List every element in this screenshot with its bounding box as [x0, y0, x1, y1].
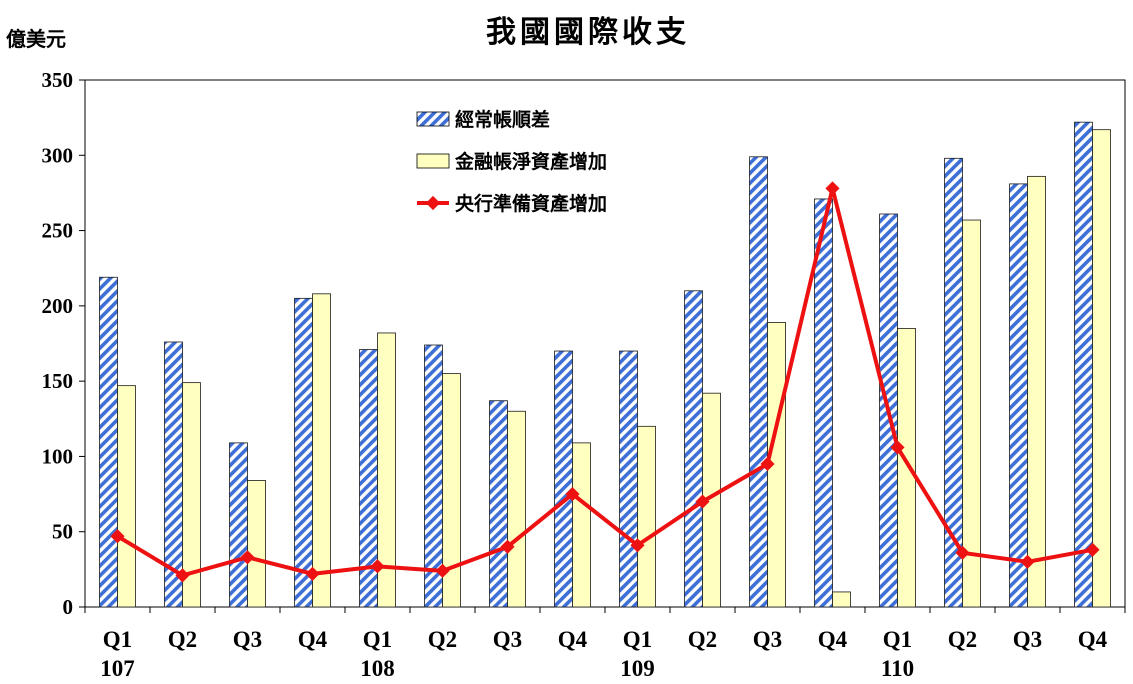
y-tick-label: 50 — [52, 520, 73, 544]
legend-label-current-account: 經常帳順差 — [455, 108, 550, 131]
x-category-label: Q1 — [103, 627, 132, 652]
line-reserves-point — [305, 566, 320, 581]
x-category-label: Q1 — [363, 627, 392, 652]
bar-current-account — [684, 290, 703, 608]
x-category-label: Q4 — [298, 627, 328, 652]
y-axis: 0 50 100 150 200 250 300 350 — [42, 68, 85, 619]
bar-financial-account — [442, 373, 461, 608]
bar-current-account — [554, 350, 573, 608]
bar-current-account — [489, 400, 508, 608]
bar-financial-account — [1027, 175, 1046, 608]
line-reserves-point — [435, 563, 450, 578]
line-reserves-point — [630, 538, 645, 553]
x-category-label: Q3 — [753, 627, 782, 652]
line-reserves-point — [370, 559, 385, 574]
x-category-label: Q3 — [493, 627, 522, 652]
bar-current-account — [749, 156, 768, 608]
x-axis: Q1 Q2 Q3 Q4 Q1 Q2 Q3 Q4 Q1 Q2 Q3 Q4 Q1 Q2 Q3 Q4 107 108 10… — [84, 607, 1126, 681]
legend-swatch-current-account — [416, 111, 450, 127]
line-reserves-point — [240, 550, 255, 565]
line-reserves-point — [500, 539, 515, 554]
line-reserves — [116, 186, 1093, 578]
bar-financial-account — [247, 480, 266, 608]
line-reserves-point — [1020, 554, 1035, 569]
line-reserves-point — [825, 181, 840, 196]
y-tick-label: 200 — [42, 294, 74, 318]
line-reserves-point — [890, 440, 905, 455]
chart-title: 我國國際收支 — [486, 15, 690, 50]
bar-financial-account — [832, 591, 851, 608]
bar-current-account — [619, 350, 638, 608]
line-reserves-point — [110, 529, 125, 544]
legend-marker-reserves — [425, 195, 441, 211]
x-category-label: Q4 — [558, 627, 588, 652]
line-reserves-point — [175, 568, 190, 583]
x-category-label: Q3 — [1013, 627, 1042, 652]
x-category-label: Q2 — [168, 627, 197, 652]
line-reserves-point — [565, 487, 580, 502]
legend: 經常帳順差 金融帳淨資產增加 央行準備資產增加 — [416, 108, 607, 215]
x-category-label: Q4 — [1078, 627, 1108, 652]
x-year-label: 110 — [881, 656, 914, 681]
legend-swatch-financial-account — [416, 153, 450, 169]
x-category-label: Q1 — [883, 627, 912, 652]
x-category-label: Q3 — [233, 627, 262, 652]
y-tick-label: 300 — [42, 143, 74, 167]
bar-financial-account — [377, 332, 396, 608]
legend-label-reserves: 央行準備資產增加 — [455, 192, 607, 215]
x-year-label: 107 — [100, 656, 135, 681]
x-category-label: Q4 — [818, 627, 848, 652]
line-reserves-point — [760, 456, 775, 472]
x-category-label: Q1 — [623, 627, 652, 652]
bar-current-account — [1074, 121, 1093, 608]
x-category-label: Q2 — [948, 627, 977, 652]
y-axis-unit: 億美元 — [6, 27, 66, 51]
y-tick-label: 350 — [42, 68, 74, 92]
line-reserves-point — [1085, 542, 1100, 557]
bar-series — [99, 121, 1111, 608]
bar-financial-account — [507, 410, 526, 608]
y-tick-label: 250 — [42, 219, 74, 243]
x-category-label: Q2 — [428, 627, 457, 652]
bar-financial-account — [897, 328, 916, 608]
bar-financial-account — [182, 382, 201, 608]
y-tick-label: 0 — [63, 595, 74, 619]
bar-current-account — [1009, 183, 1028, 608]
line-reserves-point — [695, 494, 710, 509]
x-year-label: 109 — [620, 656, 655, 681]
y-tick-label: 100 — [42, 444, 74, 468]
line-series — [110, 181, 1100, 583]
bar-financial-account — [1092, 129, 1111, 608]
line-reserves-point — [955, 545, 970, 560]
bar-current-account — [814, 198, 833, 608]
bar-current-account — [294, 297, 313, 608]
legend-label-financial-account: 金融帳淨資產增加 — [454, 150, 607, 173]
bar-financial-account — [572, 442, 591, 608]
x-category-label: Q2 — [688, 627, 717, 652]
bar-financial-account — [312, 293, 331, 608]
bar-current-account — [229, 442, 248, 608]
bar-financial-account — [962, 219, 981, 608]
x-year-label: 108 — [360, 656, 395, 681]
bar-financial-account — [637, 425, 656, 608]
y-tick-label: 150 — [42, 369, 74, 393]
bar-current-account — [99, 276, 118, 608]
bar-financial-account — [117, 385, 136, 608]
